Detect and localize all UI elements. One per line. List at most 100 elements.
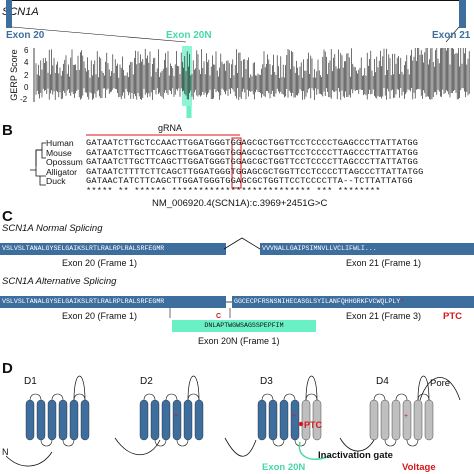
helix-loop bbox=[305, 393, 318, 401]
transmembrane-helix bbox=[47, 399, 57, 441]
ptc-label-d: PTC bbox=[304, 420, 322, 430]
gerp-plot bbox=[33, 46, 470, 118]
transmembrane-helix bbox=[183, 399, 193, 441]
phylogeny-tree bbox=[30, 142, 46, 186]
transmembrane-helix bbox=[424, 399, 434, 441]
transmembrane-helix bbox=[150, 399, 160, 441]
transmembrane-helix bbox=[172, 399, 182, 441]
gerp-tick-neg2: -2 bbox=[20, 95, 28, 104]
panel-d-letter: D bbox=[2, 360, 13, 377]
helix-loop bbox=[272, 439, 285, 447]
transmembrane-helix bbox=[413, 399, 423, 441]
exon20n-label: Exon 20N bbox=[166, 30, 212, 41]
mutation-mark: C bbox=[216, 313, 222, 320]
exon20n-caption: Exon 20N (Frame 1) bbox=[198, 336, 280, 346]
domain-d1: D1 bbox=[24, 376, 37, 387]
transmembrane-helix bbox=[257, 399, 267, 441]
gerp-tick-6: 6 bbox=[24, 46, 29, 55]
conservation-row: ***** ** ****** ************************… bbox=[86, 185, 381, 196]
transmembrane-helix bbox=[290, 399, 300, 441]
normal-exon20-bar: VSLVSLTANALGYSELGAIKSLRTLRALRPLRALSRFEGM… bbox=[0, 243, 226, 255]
seq-mouse: GATAATCTTGCTTCAGCTTGGATGGGTGGAGCGCTGGTTC… bbox=[86, 147, 419, 158]
alt-exon20-caption: Exon 20 (Frame 1) bbox=[62, 311, 138, 321]
species-duck: Duck bbox=[46, 176, 66, 187]
helix-loop bbox=[294, 439, 307, 447]
exon20n-seq: DNLAPTWGWSAGSSPEPFIM bbox=[204, 322, 284, 329]
helix-loop bbox=[395, 393, 408, 401]
helix-loop bbox=[51, 393, 64, 401]
ptc-label-c: PTC bbox=[443, 311, 462, 322]
helix-loop bbox=[143, 393, 156, 401]
helix-loop bbox=[373, 393, 386, 401]
transmembrane-helix bbox=[194, 399, 204, 441]
domain-d2: D2 bbox=[140, 376, 153, 387]
species-mouse: Mouse bbox=[46, 147, 72, 158]
transmembrane-helix bbox=[380, 399, 390, 441]
transmembrane-helix bbox=[25, 399, 35, 441]
grna-label: gRNA bbox=[158, 123, 183, 133]
normal-exon21-bar: VVVNALLGAIPSIMNVLLVCLIFWLI... bbox=[260, 243, 474, 255]
helix-loop bbox=[261, 393, 274, 401]
sequence-alignment: GATAATCTTGCTCCAACTTGGATGGGTGGAGCGCTGGTTC… bbox=[86, 138, 424, 197]
transmembrane-helix bbox=[36, 399, 46, 441]
pore-loop bbox=[305, 375, 318, 401]
seq-duck: GATAACTATCTTCAGCTTGGATGGGTGGAGCGCTGGTTCC… bbox=[86, 176, 413, 187]
seq-opossum: GATAATCTTGCTTCAGCTTGGATGGGTGGAGCGCTGGTTC… bbox=[86, 157, 419, 168]
panel-b-letter: B bbox=[2, 122, 13, 139]
alt-exon21-bar: GGCECPFRSNSNIHECASGLSYILANFQHHGRKFVCWQLP… bbox=[232, 296, 474, 308]
alt-title-text: SCN1A Alternative Splicing bbox=[2, 276, 117, 287]
normal-splicing-title: SCN1A Normal Splicing bbox=[2, 223, 103, 234]
species-list: Human Mouse Opossum Alligator Duck bbox=[46, 138, 83, 187]
transmembrane-helix bbox=[58, 399, 68, 441]
exon20-label: Exon 20 bbox=[6, 30, 45, 41]
seq-alligator: GATAATCTTTTCTTCAGCTTGGATGGGTGGAGCGCTGGTT… bbox=[86, 166, 424, 177]
exon20n-label-d: Exon 20N bbox=[262, 462, 306, 473]
alt-splicing-title: SCN1A Alternative Splicing bbox=[2, 276, 116, 287]
seq-human: GATAATCTTGCTCCAACTTGGATGGGTGGAGCGCTGGTTC… bbox=[86, 138, 419, 148]
normal-title-text: SCN1A Normal Splicing bbox=[2, 223, 103, 234]
transmembrane-helix bbox=[80, 399, 90, 441]
gene-structure bbox=[6, 0, 466, 43]
species-opossum: Opossum bbox=[46, 157, 83, 168]
exon21-block bbox=[459, 0, 466, 28]
helix-loop bbox=[73, 393, 86, 401]
voltage-sensor-mark: + bbox=[292, 413, 296, 420]
voltage-sensor-mark: + bbox=[404, 413, 408, 420]
transmembrane-helix bbox=[139, 399, 149, 441]
alt-exon20-bar: VSLVSLTANALGYSELGAIKSLRTLRALRPLRALSRFEGM… bbox=[0, 296, 226, 308]
helix-loop bbox=[62, 439, 75, 447]
normal-exon20-caption: Exon 20 (Frame 1) bbox=[62, 258, 138, 268]
transmembrane-helix bbox=[268, 399, 278, 441]
inactivation-gate-label: Inactivation gate bbox=[318, 450, 393, 461]
gerp-tick-0: 0 bbox=[24, 83, 29, 92]
domain-d4: D4 bbox=[376, 376, 389, 387]
pore-loop bbox=[187, 375, 200, 401]
transmembrane-helix bbox=[69, 399, 79, 441]
helix-loop bbox=[29, 393, 42, 401]
n-terminus-label: N bbox=[2, 447, 9, 457]
alt-exon21-caption: Exon 21 (Frame 3) bbox=[346, 311, 422, 321]
transmembrane-helix bbox=[402, 399, 412, 441]
helix-loop bbox=[187, 393, 200, 401]
helix-loop bbox=[165, 393, 178, 401]
helix-loop bbox=[406, 439, 419, 447]
species-alligator: Alligator bbox=[46, 166, 78, 177]
pore-loop bbox=[417, 375, 430, 401]
gerp-tick-2: 2 bbox=[24, 71, 29, 80]
species-human: Human bbox=[46, 138, 74, 148]
alignment-annotations bbox=[30, 134, 242, 189]
pore-label: Pore bbox=[430, 378, 451, 389]
normal-exon21-caption: Exon 21 (Frame 1) bbox=[346, 258, 422, 268]
pore-loop bbox=[73, 375, 86, 401]
alt-stop-codon: * bbox=[400, 298, 405, 305]
exon20n-sequence-box: DNLAPTWGWSAGSSPEPFIM bbox=[172, 320, 316, 332]
transmembrane-helix bbox=[369, 399, 379, 441]
helix-loop bbox=[384, 439, 397, 447]
panel-c-letter: C bbox=[2, 208, 13, 225]
exon21-label: Exon 21 bbox=[432, 30, 471, 41]
variant-label: NM_006920.4(SCN1A):c.3969+2451G>C bbox=[152, 198, 328, 209]
alt-exon21-seq: GGCECPFRSNSNIHECASGLSYILANFQHHGRKFVCWQLP… bbox=[234, 298, 401, 305]
voltage-sensor-mark: + bbox=[174, 413, 178, 420]
helix-loop bbox=[417, 393, 430, 401]
